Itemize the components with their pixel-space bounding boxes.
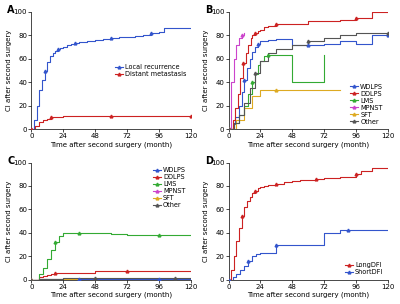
Text: D: D: [205, 156, 213, 165]
Y-axis label: CI after second surgery: CI after second surgery: [203, 181, 209, 262]
Legend: WDLPS, DDLPS, LMS, MPNST, SFT, Other: WDLPS, DDLPS, LMS, MPNST, SFT, Other: [152, 166, 187, 209]
X-axis label: Time after second surgery (month): Time after second surgery (month): [50, 292, 172, 299]
Text: B: B: [205, 5, 212, 15]
X-axis label: Time after second surgery (month): Time after second surgery (month): [50, 141, 172, 148]
Legend: Local recurrence, Distant metastasis: Local recurrence, Distant metastasis: [114, 63, 187, 78]
Y-axis label: CI after second surgery: CI after second surgery: [6, 181, 12, 262]
X-axis label: Time after second surgery (month): Time after second surgery (month): [247, 141, 369, 148]
Y-axis label: CI after second surgery: CI after second surgery: [6, 30, 12, 111]
Text: C: C: [8, 156, 15, 165]
Y-axis label: CI after second surgery: CI after second surgery: [203, 30, 209, 111]
Legend: LongDFI, ShortDFI: LongDFI, ShortDFI: [344, 261, 384, 276]
Legend: WDLPS, DDLPS, LMS, MPNST, SFT, Other: WDLPS, DDLPS, LMS, MPNST, SFT, Other: [349, 82, 384, 126]
X-axis label: Time after second surgery (month): Time after second surgery (month): [247, 292, 369, 299]
Text: A: A: [8, 5, 15, 15]
